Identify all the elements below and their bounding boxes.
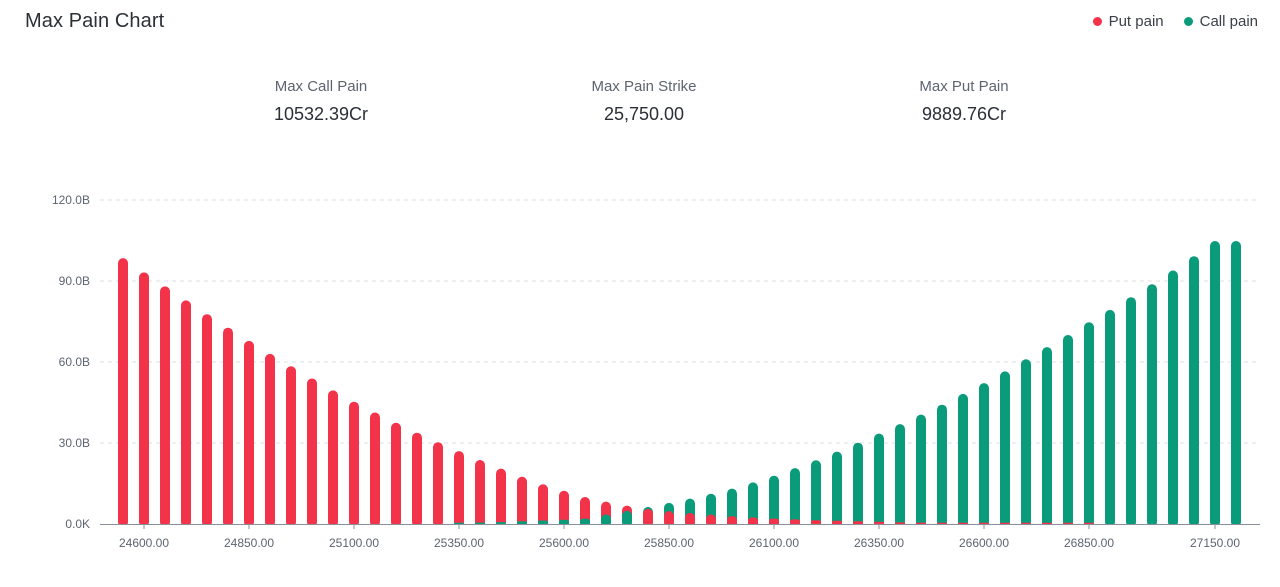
put-pain-bar <box>160 286 170 527</box>
call-pain-bar <box>832 451 842 527</box>
x-tick-label: 27150.00 <box>1190 536 1240 550</box>
stat-value-max-put-pain: 9889.76Cr <box>921 104 1007 124</box>
x-tick-label: 24600.00 <box>119 536 169 550</box>
put-pain-bar <box>223 327 233 527</box>
summary-stats: Max Call Pain 10532.39Cr Max Pain Strike… <box>0 78 1280 138</box>
x-tick-label: 26850.00 <box>1064 536 1114 550</box>
put-pain-bar <box>685 512 695 527</box>
call-pain-bar <box>916 414 926 527</box>
put-pain-bar <box>412 432 422 527</box>
put-pain-bar <box>433 442 443 527</box>
stat-value-max-call-pain: 10532.39Cr <box>273 104 369 124</box>
call-pain-bar <box>1084 322 1094 527</box>
x-tick-label: 25850.00 <box>644 536 694 550</box>
stat-max-call-pain: Max Call Pain 10532.39Cr <box>211 78 431 125</box>
call-pain-bar <box>1105 309 1115 527</box>
chart-title: Max Pain Chart <box>25 10 165 32</box>
call-pain-bar <box>601 514 611 527</box>
put-pain-bar <box>328 390 338 527</box>
x-tick-label: 26100.00 <box>749 536 799 550</box>
y-tick-label: 30.0B <box>59 436 90 450</box>
call-pain-bar <box>853 442 863 527</box>
baseline-mask <box>100 524 1260 531</box>
put-pain-bar <box>559 490 569 527</box>
put-pain-bar <box>307 378 317 527</box>
put-pain-bar <box>664 511 674 527</box>
put-pain-bar <box>391 422 401 528</box>
call-pain-bar <box>748 482 758 527</box>
put-pain-bar <box>706 514 716 527</box>
put-pain-bar <box>265 353 275 527</box>
call-pain-bar <box>1042 347 1052 527</box>
stat-label-max-put-pain: Max Put Pain <box>919 78 1009 95</box>
call-pain-bar <box>1021 359 1031 527</box>
put-pain-bar <box>454 451 464 527</box>
legend-label-put-pain: Put pain <box>1108 13 1164 30</box>
y-tick-label: 90.0B <box>59 274 90 288</box>
call-pain-bar <box>1147 284 1157 527</box>
put-pain-dot-icon <box>1092 17 1102 26</box>
put-pain-bar <box>643 508 653 527</box>
stat-max-pain-strike: Max Pain Strike 25,750.00 <box>534 78 754 125</box>
put-pain-bar <box>349 401 359 527</box>
x-tick-label: 24850.00 <box>224 536 274 550</box>
call-pain-bar <box>1168 270 1178 527</box>
call-pain-bar <box>622 510 632 527</box>
call-pain-bar <box>1189 256 1199 527</box>
call-pain-bar <box>1000 371 1010 527</box>
call-pain-bar <box>1210 241 1220 527</box>
call-pain-bar <box>1126 297 1136 527</box>
put-pain-bar <box>139 272 149 527</box>
call-pain-bar <box>874 433 884 527</box>
call-pain-bar <box>937 404 947 527</box>
x-tick-label: 26350.00 <box>854 536 904 550</box>
call-pain-dot-icon <box>1183 17 1193 26</box>
x-tick-label: 25100.00 <box>329 536 379 550</box>
put-pain-bar <box>475 460 485 527</box>
legend-item-call-pain[interactable]: Call pain <box>1183 13 1258 30</box>
legend-item-put-pain[interactable]: Put pain <box>1092 13 1164 30</box>
call-pain-bar <box>790 468 800 527</box>
stat-value-max-pain-strike: 25,750.00 <box>603 104 685 124</box>
put-pain-bar <box>181 300 191 527</box>
call-pain-bar <box>979 383 989 527</box>
x-tick-label: 26600.00 <box>959 536 1009 550</box>
put-pain-bar <box>118 258 128 527</box>
stat-label-max-call-pain: Max Call Pain <box>274 78 368 95</box>
call-pain-bar <box>811 460 821 527</box>
put-pain-bar <box>496 468 506 527</box>
x-tick-label: 25350.00 <box>434 536 484 550</box>
put-pain-bar <box>286 366 296 527</box>
legend: Put pain Call pain <box>1092 13 1258 30</box>
put-pain-bar <box>202 314 212 527</box>
stat-label-max-pain-strike: Max Pain Strike <box>591 78 697 95</box>
call-pain-bar <box>895 424 905 527</box>
legend-label-call-pain: Call pain <box>1199 13 1258 30</box>
put-pain-bar <box>517 476 527 528</box>
call-pain-bar <box>1063 335 1073 527</box>
put-pain-bar <box>538 484 548 527</box>
x-tick-label: 25600.00 <box>539 536 589 550</box>
stat-max-put-pain: Max Put Pain 9889.76Cr <box>854 78 1074 125</box>
call-pain-bar <box>1231 241 1241 527</box>
y-tick-label: 120.0B <box>52 193 90 207</box>
put-pain-bar <box>244 340 254 527</box>
put-pain-bar <box>370 412 380 527</box>
call-pain-bar <box>958 393 968 527</box>
y-tick-label: 60.0B <box>59 355 90 369</box>
call-pain-bar <box>769 475 779 527</box>
y-tick-label: 0.0K <box>65 517 90 531</box>
